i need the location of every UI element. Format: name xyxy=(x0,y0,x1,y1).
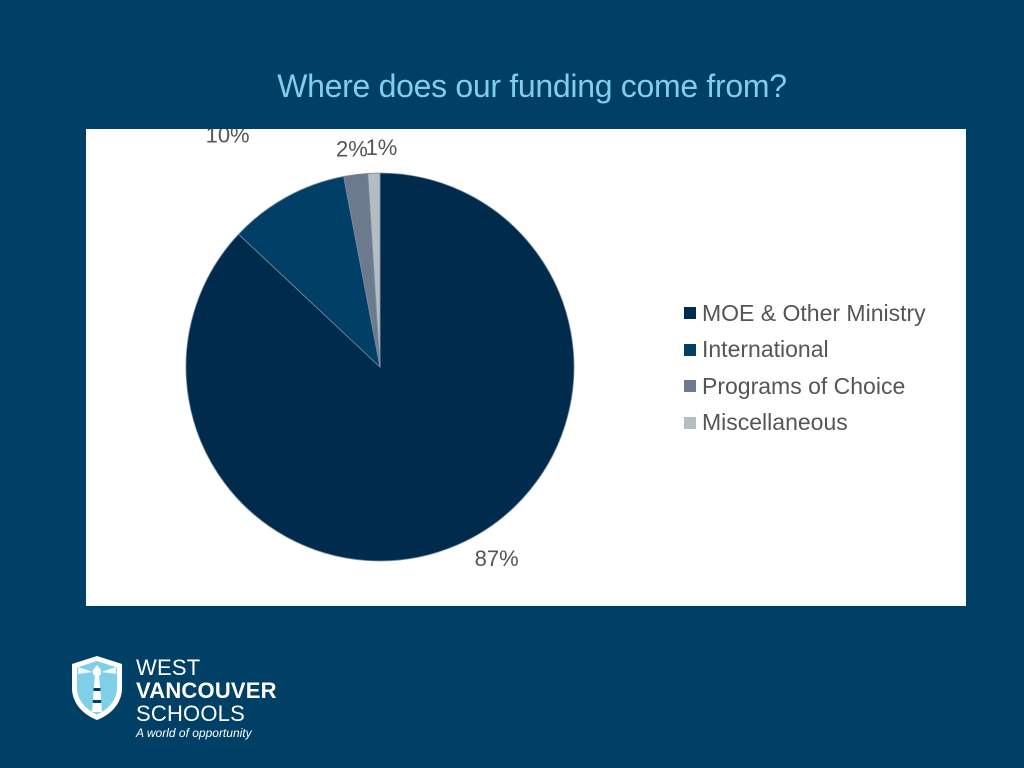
chart-legend: MOE & Other Ministry International Program… xyxy=(684,295,926,441)
logo-line-west: WEST xyxy=(136,655,201,680)
data-label-international: 10% xyxy=(206,129,250,147)
legend-label: International xyxy=(702,336,829,363)
legend-swatch xyxy=(684,307,696,320)
logo-line-schools: SCHOOLS xyxy=(136,701,245,726)
legend-swatch xyxy=(684,343,696,356)
data-label-miscellaneous: 1% xyxy=(366,135,398,160)
legend-swatch xyxy=(684,416,696,429)
data-label-moe-other-ministry: 87% xyxy=(475,546,519,571)
legend-item: MOE & Other Ministry xyxy=(684,295,926,332)
pie-chart: 87% 10% 2%1% xyxy=(185,129,575,571)
legend-item: Miscellaneous xyxy=(684,405,926,442)
slide-title: Where does our funding come from? xyxy=(277,68,787,104)
pie-slice-international xyxy=(238,175,381,369)
logo-wordmark: WEST VANCOUVER SCHOOLS xyxy=(136,656,277,725)
legend-label: MOE & Other Ministry xyxy=(702,299,926,326)
logo-tagline: A world of opportunity xyxy=(136,726,252,740)
legend-swatch xyxy=(684,380,696,393)
lighthouse-shield-icon xyxy=(72,656,122,720)
legend-item: International xyxy=(684,332,926,369)
data-label-programs-of-choice: 2% xyxy=(336,137,368,162)
pie-slice-miscellaneous xyxy=(367,172,381,368)
legend-item: Programs of Choice xyxy=(684,368,926,405)
legend-label: Miscellaneous xyxy=(702,409,848,436)
legend-label: Programs of Choice xyxy=(702,372,906,399)
chart-panel: 87% 10% 2% 1% MOE & Other Ministry Internati… xyxy=(86,129,966,606)
logo-line-vancouver: VANCOUVER xyxy=(136,678,277,703)
west-vancouver-schools-logo: WEST VANCOUVER SCHOOLS A world of opport… xyxy=(68,654,288,744)
